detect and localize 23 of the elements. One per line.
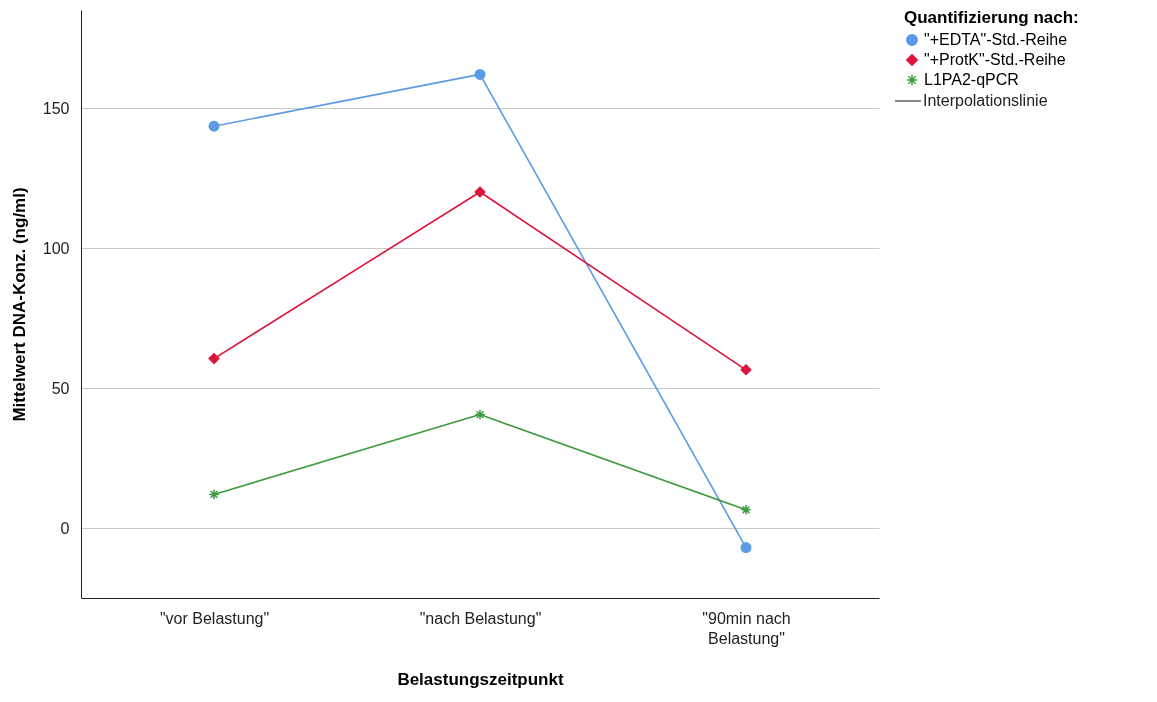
y-tick-label: 150 <box>42 99 70 117</box>
point <box>740 364 752 376</box>
legend-label: "+ProtK"-Std.-Reihe <box>924 51 1066 68</box>
point <box>208 120 220 132</box>
legend-title: Quantifizierung nach: <box>904 8 1079 27</box>
text: Interpolationslinie <box>923 92 1048 110</box>
x-tick-label: "vor Belastung" <box>159 609 270 627</box>
point <box>208 488 220 500</box>
x-tick-label: "nach Belastung" <box>419 609 542 627</box>
legend-label: "+EDTA"-Std.-Reihe <box>924 31 1068 48</box>
point <box>474 409 486 421</box>
y-tick-label: 0 <box>60 519 70 537</box>
y-axis-title: Mittelwert DNA-Konz. (ng/ml) <box>9 187 29 422</box>
y-tick-label: 50 <box>51 379 70 397</box>
point <box>208 353 220 365</box>
point <box>740 542 752 554</box>
point <box>474 68 486 80</box>
x-tick-label: "90min nach Belastung" <box>702 609 791 647</box>
y-tick-label: 100 <box>42 239 70 257</box>
legend-label: L1PA2-qPCR <box>924 71 1019 88</box>
point <box>474 186 486 198</box>
point <box>740 504 752 516</box>
x-axis-title: Belastungszeitpunkt <box>397 669 564 689</box>
